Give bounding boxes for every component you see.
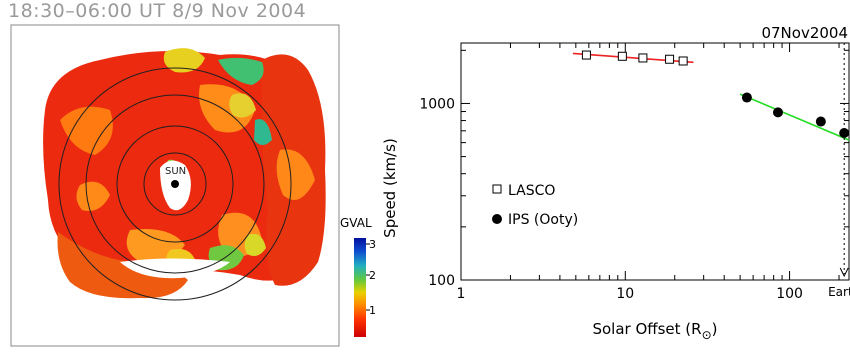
x-tick-label: 10 — [616, 286, 634, 302]
fit-line-1 — [739, 93, 850, 141]
data-point-lasco — [678, 56, 688, 66]
earth-label: Earth — [828, 285, 850, 299]
x-axis-label: Solar Offset (R⊙) — [592, 320, 717, 342]
legend-marker-lasco — [492, 184, 502, 194]
x-tick-label: 100 — [776, 286, 803, 302]
data-point-ips — [741, 92, 752, 103]
radial-circles — [58, 67, 292, 301]
colorbar-tick-1: 1 — [369, 304, 376, 317]
data-point-lasco — [665, 54, 675, 64]
map-blobs — [43, 48, 326, 299]
fit-layer — [572, 52, 850, 141]
data-point-ips — [772, 107, 783, 118]
x-tick-label: 1 — [457, 286, 466, 302]
y-axis-label: Speed (km/s) — [381, 138, 399, 238]
legend-marker-ips — [492, 214, 502, 224]
tick-layer: 1 10 100 100 1000 — [419, 43, 849, 302]
x-axis-label-sub: ⊙ — [702, 328, 712, 342]
data-point-lasco — [581, 50, 591, 60]
x-axis-label-main: Solar Offset (R — [592, 320, 701, 338]
colorbar-label: GVAL — [340, 216, 372, 230]
point-layer — [581, 50, 850, 139]
x-axis-label-end: ) — [712, 320, 718, 338]
annotation-layer: Earth — [828, 43, 850, 299]
plot-frame — [460, 42, 850, 281]
data-point-lasco — [617, 51, 627, 61]
fit-line-0 — [572, 52, 694, 64]
y-tick-label: 100 — [428, 273, 455, 289]
colorbar-tick-3: 3 — [369, 238, 376, 251]
data-point-lasco — [638, 53, 648, 63]
map-title: 18:30–06:00 UT 8/9 Nov 2004 — [8, 0, 307, 22]
colorbar — [354, 238, 366, 337]
colorbar-tick-2: 2 — [369, 269, 376, 282]
y-tick-label: 1000 — [419, 96, 455, 112]
sun-marker — [171, 180, 179, 188]
legend-label-lasco: LASCO — [508, 183, 555, 199]
sun-label: SUN — [165, 166, 186, 177]
plot-title: 07Nov2004 — [761, 24, 848, 42]
legend-label-ips: IPS (Ooty) — [508, 212, 578, 228]
legend: LASCO IPS (Ooty) — [492, 183, 578, 228]
data-point-ips — [815, 116, 826, 127]
earth-arrow-head — [839, 267, 849, 278]
